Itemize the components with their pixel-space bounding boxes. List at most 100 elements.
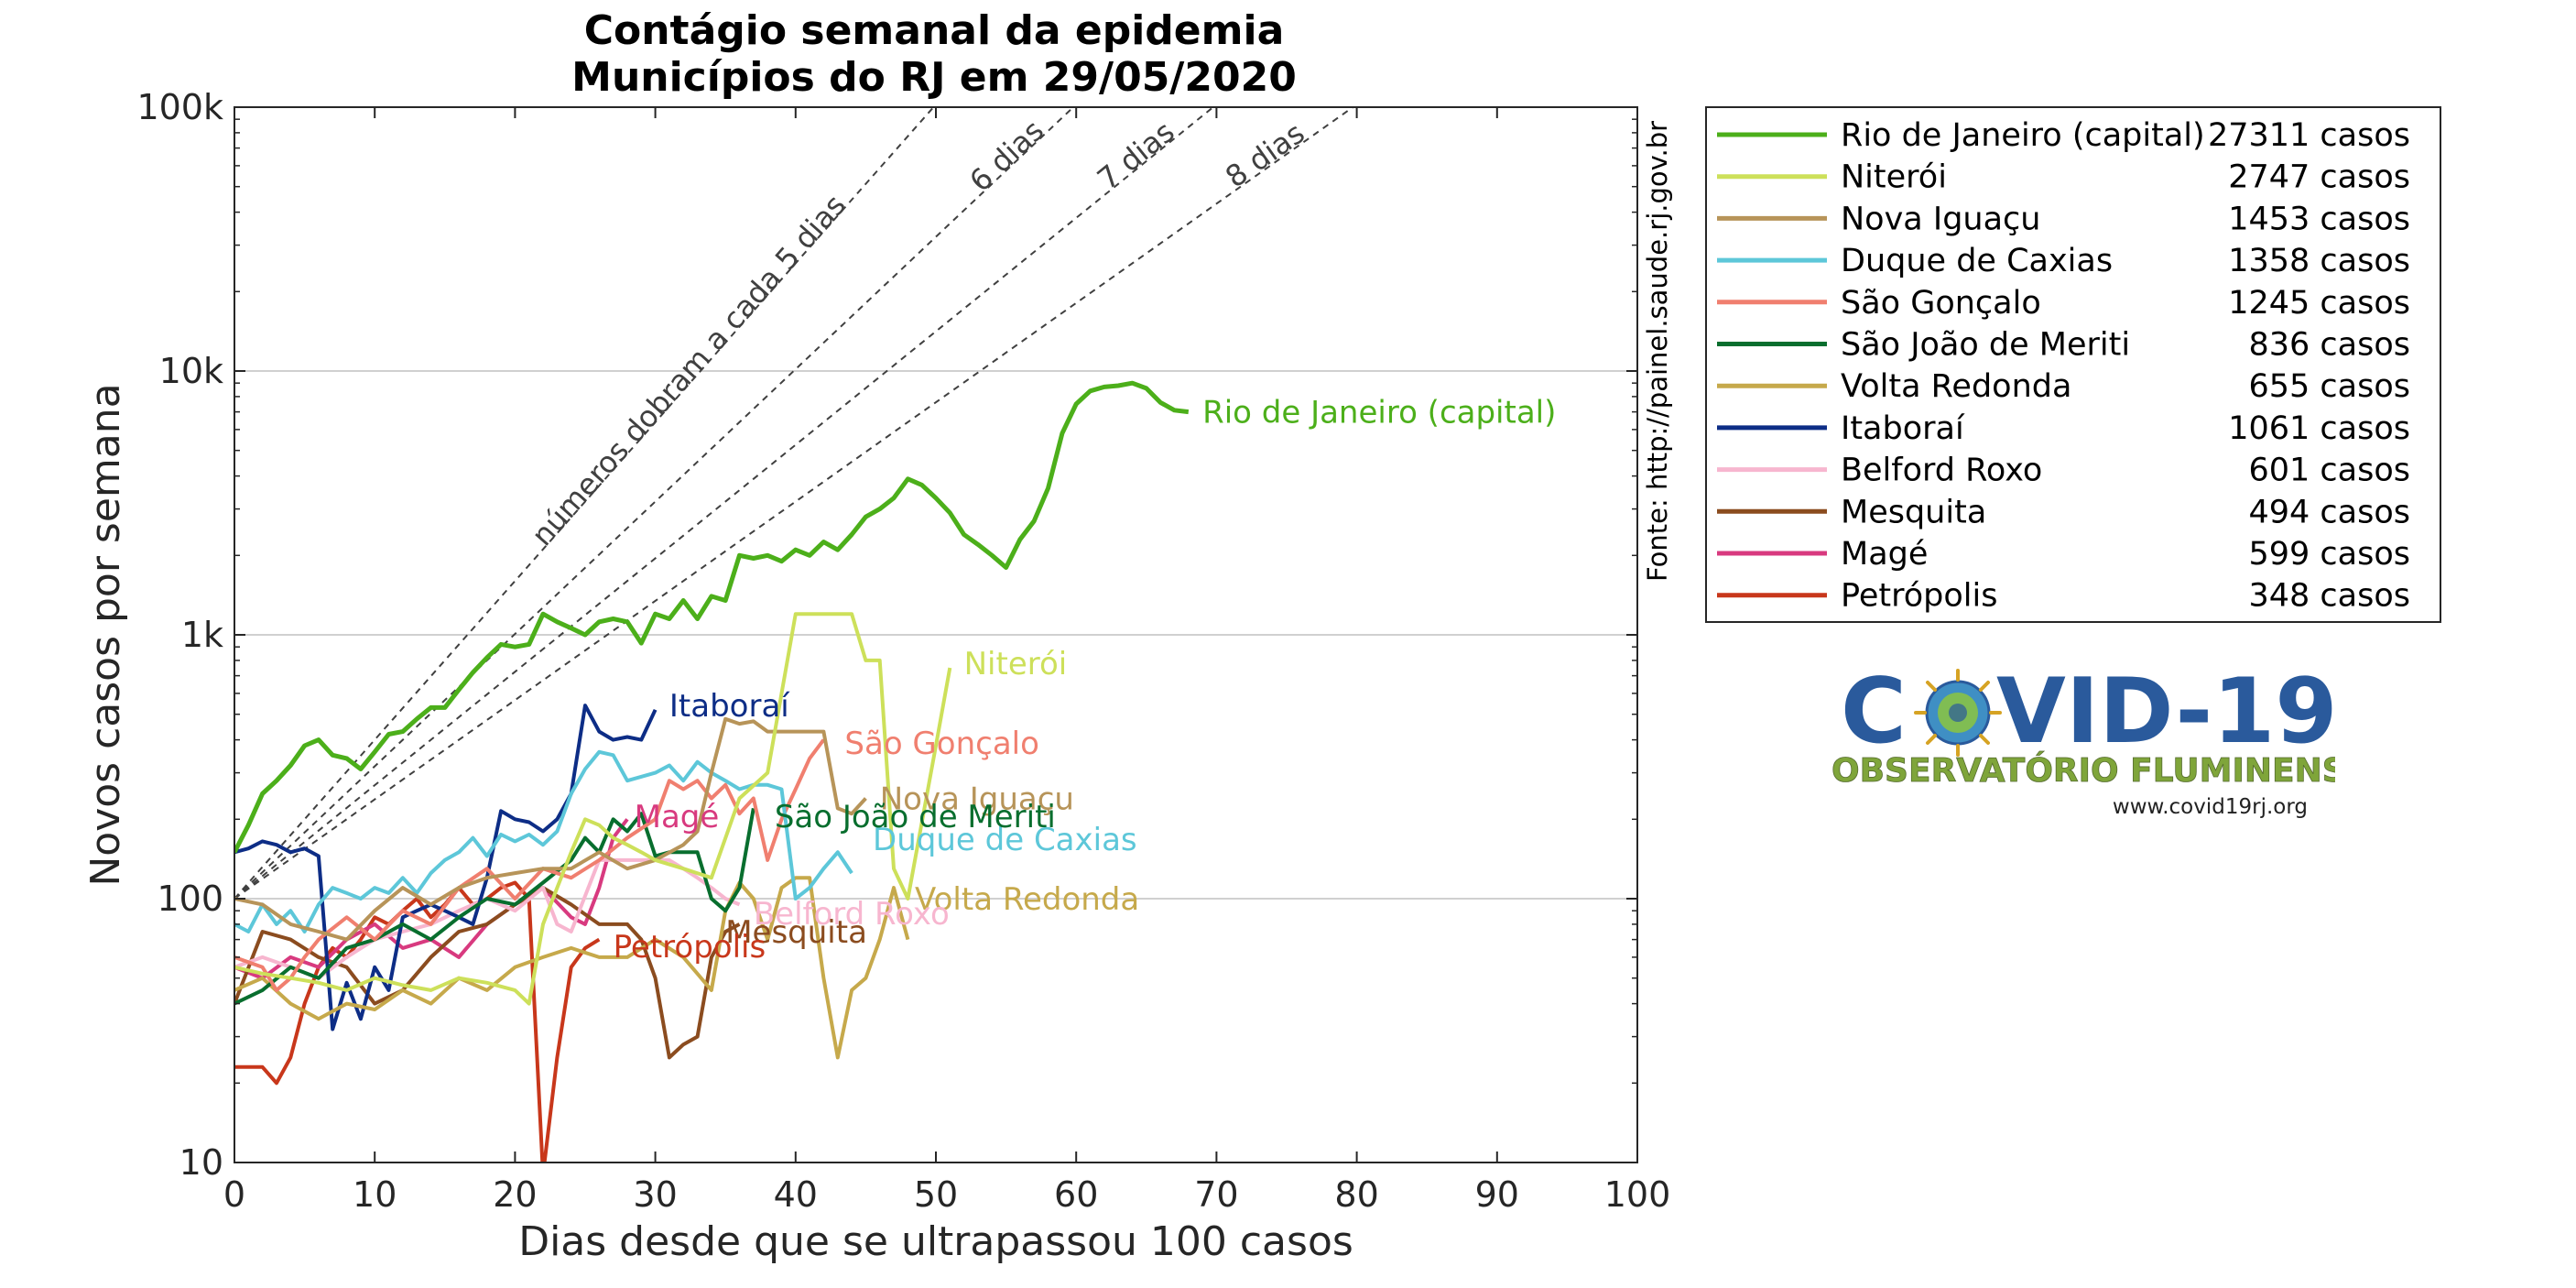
- series-line-mag-: [234, 818, 629, 980]
- legend-cases: 1453 casos: [2228, 201, 2410, 237]
- doubling-line-6: [234, 107, 1074, 900]
- x-axis-label: Dias desde que se ultrapassou 100 casos: [518, 1218, 1353, 1265]
- legend: Rio de Janeiro (capital) 27311 casos Niter…: [1705, 106, 2441, 623]
- y-axis-label: Novos casos por semana: [82, 383, 129, 886]
- x-tick-label-10: 100: [1604, 1174, 1671, 1215]
- legend-item: Mesquita 494 casos: [1717, 494, 2410, 530]
- x-tick-label-2: 20: [493, 1174, 537, 1215]
- series-line-mesquita: [234, 886, 741, 1060]
- virus-icon: [1914, 669, 2002, 757]
- y-tick-label-4: 100k: [136, 87, 223, 127]
- legend-item: Itaboraí 1061 casos: [1717, 410, 2410, 447]
- y-tick-label-3: 10k: [159, 351, 223, 391]
- legend-cases: 655 casos: [2248, 368, 2410, 405]
- logo-url: www.covid19rj.org: [2113, 795, 2308, 819]
- legend-label: Volta Redonda: [1841, 368, 2071, 405]
- doubling-label-7: 7 dias: [1091, 115, 1181, 197]
- doubling-line-8: [234, 107, 1353, 900]
- x-tick-label-8: 80: [1334, 1174, 1378, 1215]
- logo-text-vid19: VID-19: [1996, 667, 2335, 764]
- legend-label: Niterói: [1841, 159, 1947, 196]
- y-tick-label-1: 100: [157, 879, 223, 919]
- legend-cases: 2747 casos: [2228, 159, 2410, 196]
- series-label-s-o-gon-alo: São Gonçalo: [844, 726, 1038, 762]
- legend-cases: 494 casos: [2248, 494, 2410, 530]
- logo-subtitle: OBSERVATÓRIO FLUMINENSE: [1831, 751, 2335, 790]
- legend-cases: 27311 casos: [2208, 117, 2410, 154]
- legend-label: Itaboraí: [1841, 410, 1965, 447]
- x-tick-label-5: 50: [914, 1174, 958, 1215]
- series-label-belford-roxo: Belford Roxo: [754, 896, 950, 933]
- legend-label: São Gonçalo: [1841, 285, 2041, 322]
- x-axis-ticks: 0 10 20 30 40 50 60 70 80 90 100: [223, 107, 1670, 1215]
- legend-item: Magé 599 casos: [1717, 536, 2410, 573]
- legend-cases: 348 casos: [2248, 578, 2410, 615]
- legend-item: Duque de Caxias 1358 casos: [1717, 243, 2410, 279]
- legend-cases: 836 casos: [2248, 327, 2410, 364]
- x-tick-label-7: 70: [1194, 1174, 1238, 1215]
- legend-cases: 1358 casos: [2228, 243, 2410, 279]
- legend-label: Mesquita: [1841, 494, 1986, 530]
- chart-title-line-1: Contágio semanal da epidemia: [584, 7, 1285, 54]
- series-label-petr-polis: Petrópolis: [614, 929, 766, 966]
- legend-item: Belford Roxo 601 casos: [1717, 453, 2410, 489]
- y-axis-ticks: 10 100 1k 10k 100k: [136, 87, 1637, 1183]
- series-label-s-o-jo-o-de-meriti: São João de Meriti: [775, 799, 1056, 835]
- y-tick-label-2: 1k: [181, 615, 223, 655]
- series-line-niter-i: [234, 612, 952, 1006]
- doubling-label-6: 6 dias: [962, 113, 1050, 199]
- legend-item: São Gonçalo 1245 casos: [1717, 285, 2410, 322]
- legend-item: Volta Redonda 655 casos: [1717, 368, 2410, 405]
- series-lines: [234, 380, 1190, 1162]
- legend-cases: 1061 casos: [2228, 410, 2410, 447]
- legend-item: Nova Iguaçu 1453 casos: [1717, 201, 2410, 237]
- x-tick-label-0: 0: [223, 1174, 245, 1215]
- legend-cases: 601 casos: [2248, 453, 2410, 489]
- x-tick-label-4: 40: [774, 1174, 818, 1215]
- doubling-reference-lines: [234, 107, 1353, 900]
- gridlines: [234, 106, 1637, 1163]
- legend-items: Rio de Janeiro (capital) 27311 casos Niter…: [1717, 117, 2410, 615]
- source-note: Fonte: http://painel.saude.rj.gov.br: [1642, 121, 1673, 582]
- series-line-volta-redonda: [234, 876, 910, 1060]
- logo-text-c: C: [1841, 667, 1907, 764]
- series-label-nova-igua-u: Nova Iguaçu: [880, 780, 1074, 817]
- legend-item: Rio de Janeiro (capital) 27311 casos: [1717, 117, 2410, 154]
- legend-item: Niterói 2747 casos: [1717, 159, 2410, 196]
- legend-label: Petrópolis: [1841, 578, 1997, 615]
- series-label-rio-de-janeiro-capital-: Rio de Janeiro (capital): [1202, 395, 1556, 431]
- chart-title-line-2: Municípios do RJ em 29/05/2020: [571, 54, 1297, 101]
- y-tick-label-0: 10: [179, 1142, 223, 1183]
- series-line-nova-igua-u: [234, 716, 867, 942]
- series-label-duque-de-caxias: Duque de Caxias: [873, 822, 1137, 858]
- series-line-s-o-jo-o-de-meriti: [234, 808, 755, 1006]
- series-label-niter-i: Niterói: [964, 646, 1068, 682]
- series-label-mag-: Magé: [635, 799, 720, 835]
- series-line-s-o-gon-alo: [234, 738, 825, 992]
- x-tick-label-3: 30: [633, 1174, 677, 1215]
- x-tick-label-1: 10: [353, 1174, 397, 1215]
- legend-item: Petrópolis 348 casos: [1717, 578, 2410, 615]
- series-line-rio-de-janeiro-capital-: [234, 380, 1190, 854]
- series-line-petr-polis: [234, 880, 601, 1162]
- legend-cases: 1245 casos: [2228, 285, 2410, 322]
- legend-box: [1705, 106, 2441, 623]
- legend-label: Rio de Janeiro (capital): [1841, 117, 2205, 154]
- series-label-itabora-: Itaboraí: [669, 688, 790, 725]
- x-tick-label-9: 90: [1475, 1174, 1519, 1215]
- legend-label: Duque de Caxias: [1841, 243, 2113, 279]
- legend-label: Belford Roxo: [1841, 453, 2042, 489]
- legend-cases: 599 casos: [2248, 536, 2410, 573]
- doubling-label-8: 8 dias: [1219, 115, 1310, 194]
- legend-label: São João de Meriti: [1841, 327, 2130, 364]
- series-label-mesquita: Mesquita: [725, 914, 867, 951]
- series-line-itabora-: [234, 704, 658, 1031]
- series-label-volta-redonda: Volta Redonda: [915, 881, 1139, 918]
- legend-item: São João de Meriti 836 casos: [1717, 327, 2410, 364]
- legend-label: Nova Iguaçu: [1841, 201, 2040, 237]
- legend-label: Magé: [1841, 536, 1928, 573]
- x-tick-label-6: 60: [1054, 1174, 1098, 1215]
- doubling-line-7: [234, 107, 1214, 900]
- doubling-line-5: [234, 107, 935, 900]
